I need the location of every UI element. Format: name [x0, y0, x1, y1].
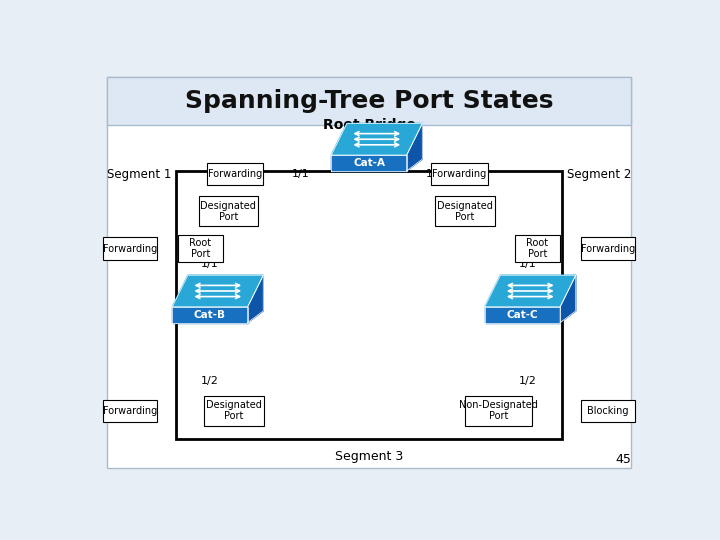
Text: 1/1: 1/1	[201, 259, 219, 269]
FancyBboxPatch shape	[581, 238, 634, 260]
Text: Cat-B: Cat-B	[194, 310, 226, 320]
Text: 1/2: 1/2	[519, 376, 537, 386]
FancyBboxPatch shape	[199, 197, 258, 226]
FancyBboxPatch shape	[107, 77, 631, 468]
Text: Segment 1: Segment 1	[107, 168, 171, 181]
Text: 1/2: 1/2	[201, 376, 219, 386]
Text: 1/1: 1/1	[292, 169, 310, 179]
Polygon shape	[485, 275, 576, 307]
FancyBboxPatch shape	[104, 238, 157, 260]
Text: Designated: Designated	[437, 201, 493, 211]
Text: Port: Port	[219, 212, 238, 221]
Text: Port: Port	[224, 411, 243, 421]
Text: Cat-C: Cat-C	[507, 310, 539, 320]
Text: Designated: Designated	[200, 201, 256, 211]
Text: Blocking: Blocking	[587, 406, 629, 416]
Text: Non-Designated: Non-Designated	[459, 400, 538, 410]
Bar	[176, 171, 562, 439]
FancyBboxPatch shape	[581, 400, 634, 422]
Text: Segment 3: Segment 3	[335, 450, 403, 463]
Text: Root Bridge: Root Bridge	[323, 118, 415, 132]
FancyBboxPatch shape	[515, 235, 560, 262]
Text: 45: 45	[616, 453, 631, 466]
Text: 1/2: 1/2	[426, 169, 444, 179]
Text: Forwarding: Forwarding	[103, 244, 157, 254]
Polygon shape	[172, 275, 264, 307]
Text: Port: Port	[489, 411, 508, 421]
Text: Forwarding: Forwarding	[432, 169, 487, 179]
FancyBboxPatch shape	[207, 163, 264, 185]
FancyBboxPatch shape	[178, 235, 223, 262]
Polygon shape	[331, 155, 407, 171]
FancyBboxPatch shape	[204, 396, 264, 426]
FancyBboxPatch shape	[464, 396, 532, 426]
Text: Root: Root	[526, 238, 549, 248]
Text: Cat-A: Cat-A	[353, 158, 385, 168]
Text: Forwarding: Forwarding	[103, 406, 157, 416]
Text: Segment 2: Segment 2	[567, 168, 631, 181]
FancyBboxPatch shape	[104, 400, 157, 422]
FancyBboxPatch shape	[107, 77, 631, 125]
Text: Spanning-Tree Port States: Spanning-Tree Port States	[185, 90, 553, 113]
Text: Forwarding: Forwarding	[581, 244, 635, 254]
Polygon shape	[485, 307, 560, 322]
Polygon shape	[172, 307, 248, 322]
Polygon shape	[560, 275, 576, 322]
Text: Forwarding: Forwarding	[208, 169, 262, 179]
Text: Designated: Designated	[206, 400, 262, 410]
Polygon shape	[248, 275, 264, 322]
Text: Port: Port	[528, 249, 547, 259]
FancyBboxPatch shape	[436, 197, 495, 226]
Text: Root: Root	[189, 238, 212, 248]
Text: Port: Port	[455, 212, 474, 221]
Text: Port: Port	[191, 249, 210, 259]
FancyBboxPatch shape	[431, 163, 487, 185]
Text: 1/1: 1/1	[519, 259, 537, 269]
Polygon shape	[407, 124, 423, 171]
Polygon shape	[331, 124, 423, 155]
